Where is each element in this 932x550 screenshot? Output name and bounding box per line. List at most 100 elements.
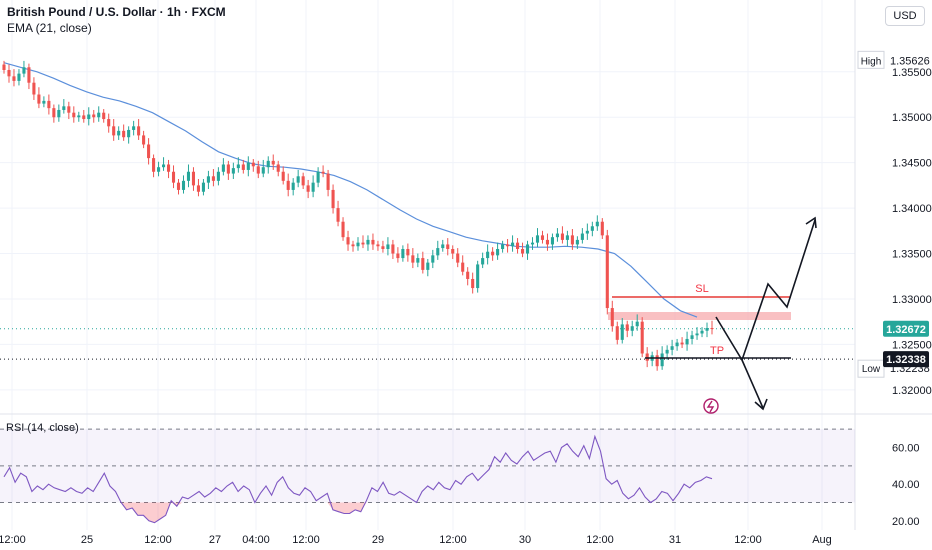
candle-body: [191, 171, 196, 186]
candle-body: [201, 182, 205, 192]
down-arrowhead: [754, 398, 768, 411]
event-bolt-icon: [706, 400, 715, 413]
candle-body: [675, 342, 679, 347]
candle-body: [401, 248, 405, 259]
candle-body: [261, 167, 265, 174]
time-tick-label: 04:00: [242, 534, 270, 546]
candle-body: [37, 94, 41, 104]
last-price-badge: [883, 320, 929, 337]
candle-body: [301, 176, 305, 186]
candle-body: [326, 173, 330, 190]
candle-body: [251, 162, 255, 167]
time-tick-label: 30: [519, 534, 531, 546]
candle-body: [42, 100, 46, 104]
candle-body: [481, 258, 485, 265]
candle-body: [256, 166, 260, 174]
candle-body: [331, 189, 335, 209]
candle-body: [680, 342, 684, 345]
time-tick-label: 12:00: [734, 534, 762, 546]
bearish-path: [741, 359, 764, 409]
candle-body: [560, 233, 564, 240]
rsi-tick-label: 40.00: [892, 479, 920, 491]
up-arrowhead: [805, 216, 817, 229]
candle-body: [655, 355, 659, 367]
candle-body: [640, 321, 644, 354]
rsi-tick-label: 60.00: [892, 443, 920, 455]
low-tag-label: Low: [862, 364, 881, 375]
candle-body: [166, 164, 171, 172]
time-tick-label: 27: [209, 534, 221, 546]
time-tick-label: 12:00: [144, 534, 172, 546]
ema-indicator-label[interactable]: EMA (21, close): [7, 21, 92, 35]
candle-body: [67, 106, 71, 113]
candle-body: [670, 346, 674, 350]
price-tick-label: 1.34000: [892, 203, 932, 215]
candle-body: [506, 244, 510, 247]
candle-body: [77, 115, 81, 118]
candle-body: [381, 246, 385, 249]
candle-body: [565, 235, 569, 240]
candle-body: [570, 235, 574, 245]
candle-body: [271, 160, 275, 165]
price-tick-label: 1.34500: [892, 158, 932, 170]
candle-body: [157, 167, 161, 172]
candle-body: [241, 164, 245, 170]
candles: [2, 60, 714, 371]
price-tick-label: 1.32000: [892, 385, 932, 397]
candle-body: [615, 326, 619, 340]
candle-body: [162, 164, 166, 168]
currency-button[interactable]: USD: [885, 6, 925, 26]
price-tick-label: 1.35000: [892, 112, 932, 124]
low-tag-box: [857, 359, 885, 378]
rsi-pane: 60.00 40.00 20.00: [0, 428, 920, 528]
rsi-indicator-label[interactable]: RSI (14, close): [6, 422, 79, 434]
price-tick-label: 1.33500: [892, 249, 932, 261]
candle-body: [102, 112, 106, 120]
candle-body: [386, 244, 390, 249]
time-tick-label: 12:00: [439, 534, 467, 546]
candle-body: [501, 244, 505, 249]
candle-body: [82, 115, 86, 120]
high-tag-label: High: [861, 56, 882, 67]
bullish-path: [715, 219, 816, 362]
candle-body: [107, 119, 111, 127]
candle-body: [406, 248, 410, 256]
ema-line: [3, 62, 698, 318]
candle-body: [221, 164, 225, 172]
time-tick-label: 31: [669, 534, 681, 546]
candle-body: [62, 106, 66, 110]
price-tick-label: 1.35500: [892, 67, 932, 79]
candle-body: [630, 326, 634, 331]
candle-body: [47, 100, 51, 109]
candle-body: [431, 255, 435, 263]
candle-body: [346, 237, 350, 245]
entry-zone: [608, 312, 791, 320]
candle-body: [311, 182, 315, 192]
candle-body: [376, 244, 380, 247]
candle-body: [97, 112, 101, 118]
candle-body: [585, 230, 589, 234]
candle-body: [426, 262, 430, 270]
sl-tp-zones: [608, 312, 791, 320]
rsi-oversold-fill: [4, 502, 712, 523]
price-tick-label: 1.32500: [892, 339, 932, 351]
trade-drawings: SL TP: [612, 216, 817, 414]
candle-body: [296, 176, 300, 183]
candle-body: [2, 64, 6, 70]
candle-body: [22, 67, 26, 74]
candle-body: [605, 235, 609, 309]
candle-body: [555, 233, 559, 238]
candle-body: [17, 73, 21, 81]
candle-body: [266, 160, 270, 168]
candle-body: [211, 176, 215, 181]
candle-body: [142, 135, 146, 145]
candle-body: [545, 239, 550, 245]
candle-body: [471, 278, 475, 289]
symbol-title[interactable]: British Pound / U.S. Dollar · 1h · FXCM: [7, 5, 226, 19]
candle-body: [411, 255, 415, 263]
candle-body: [32, 82, 36, 95]
candle-body: [181, 180, 186, 190]
candle-body: [87, 114, 91, 120]
candle-body: [246, 162, 250, 170]
